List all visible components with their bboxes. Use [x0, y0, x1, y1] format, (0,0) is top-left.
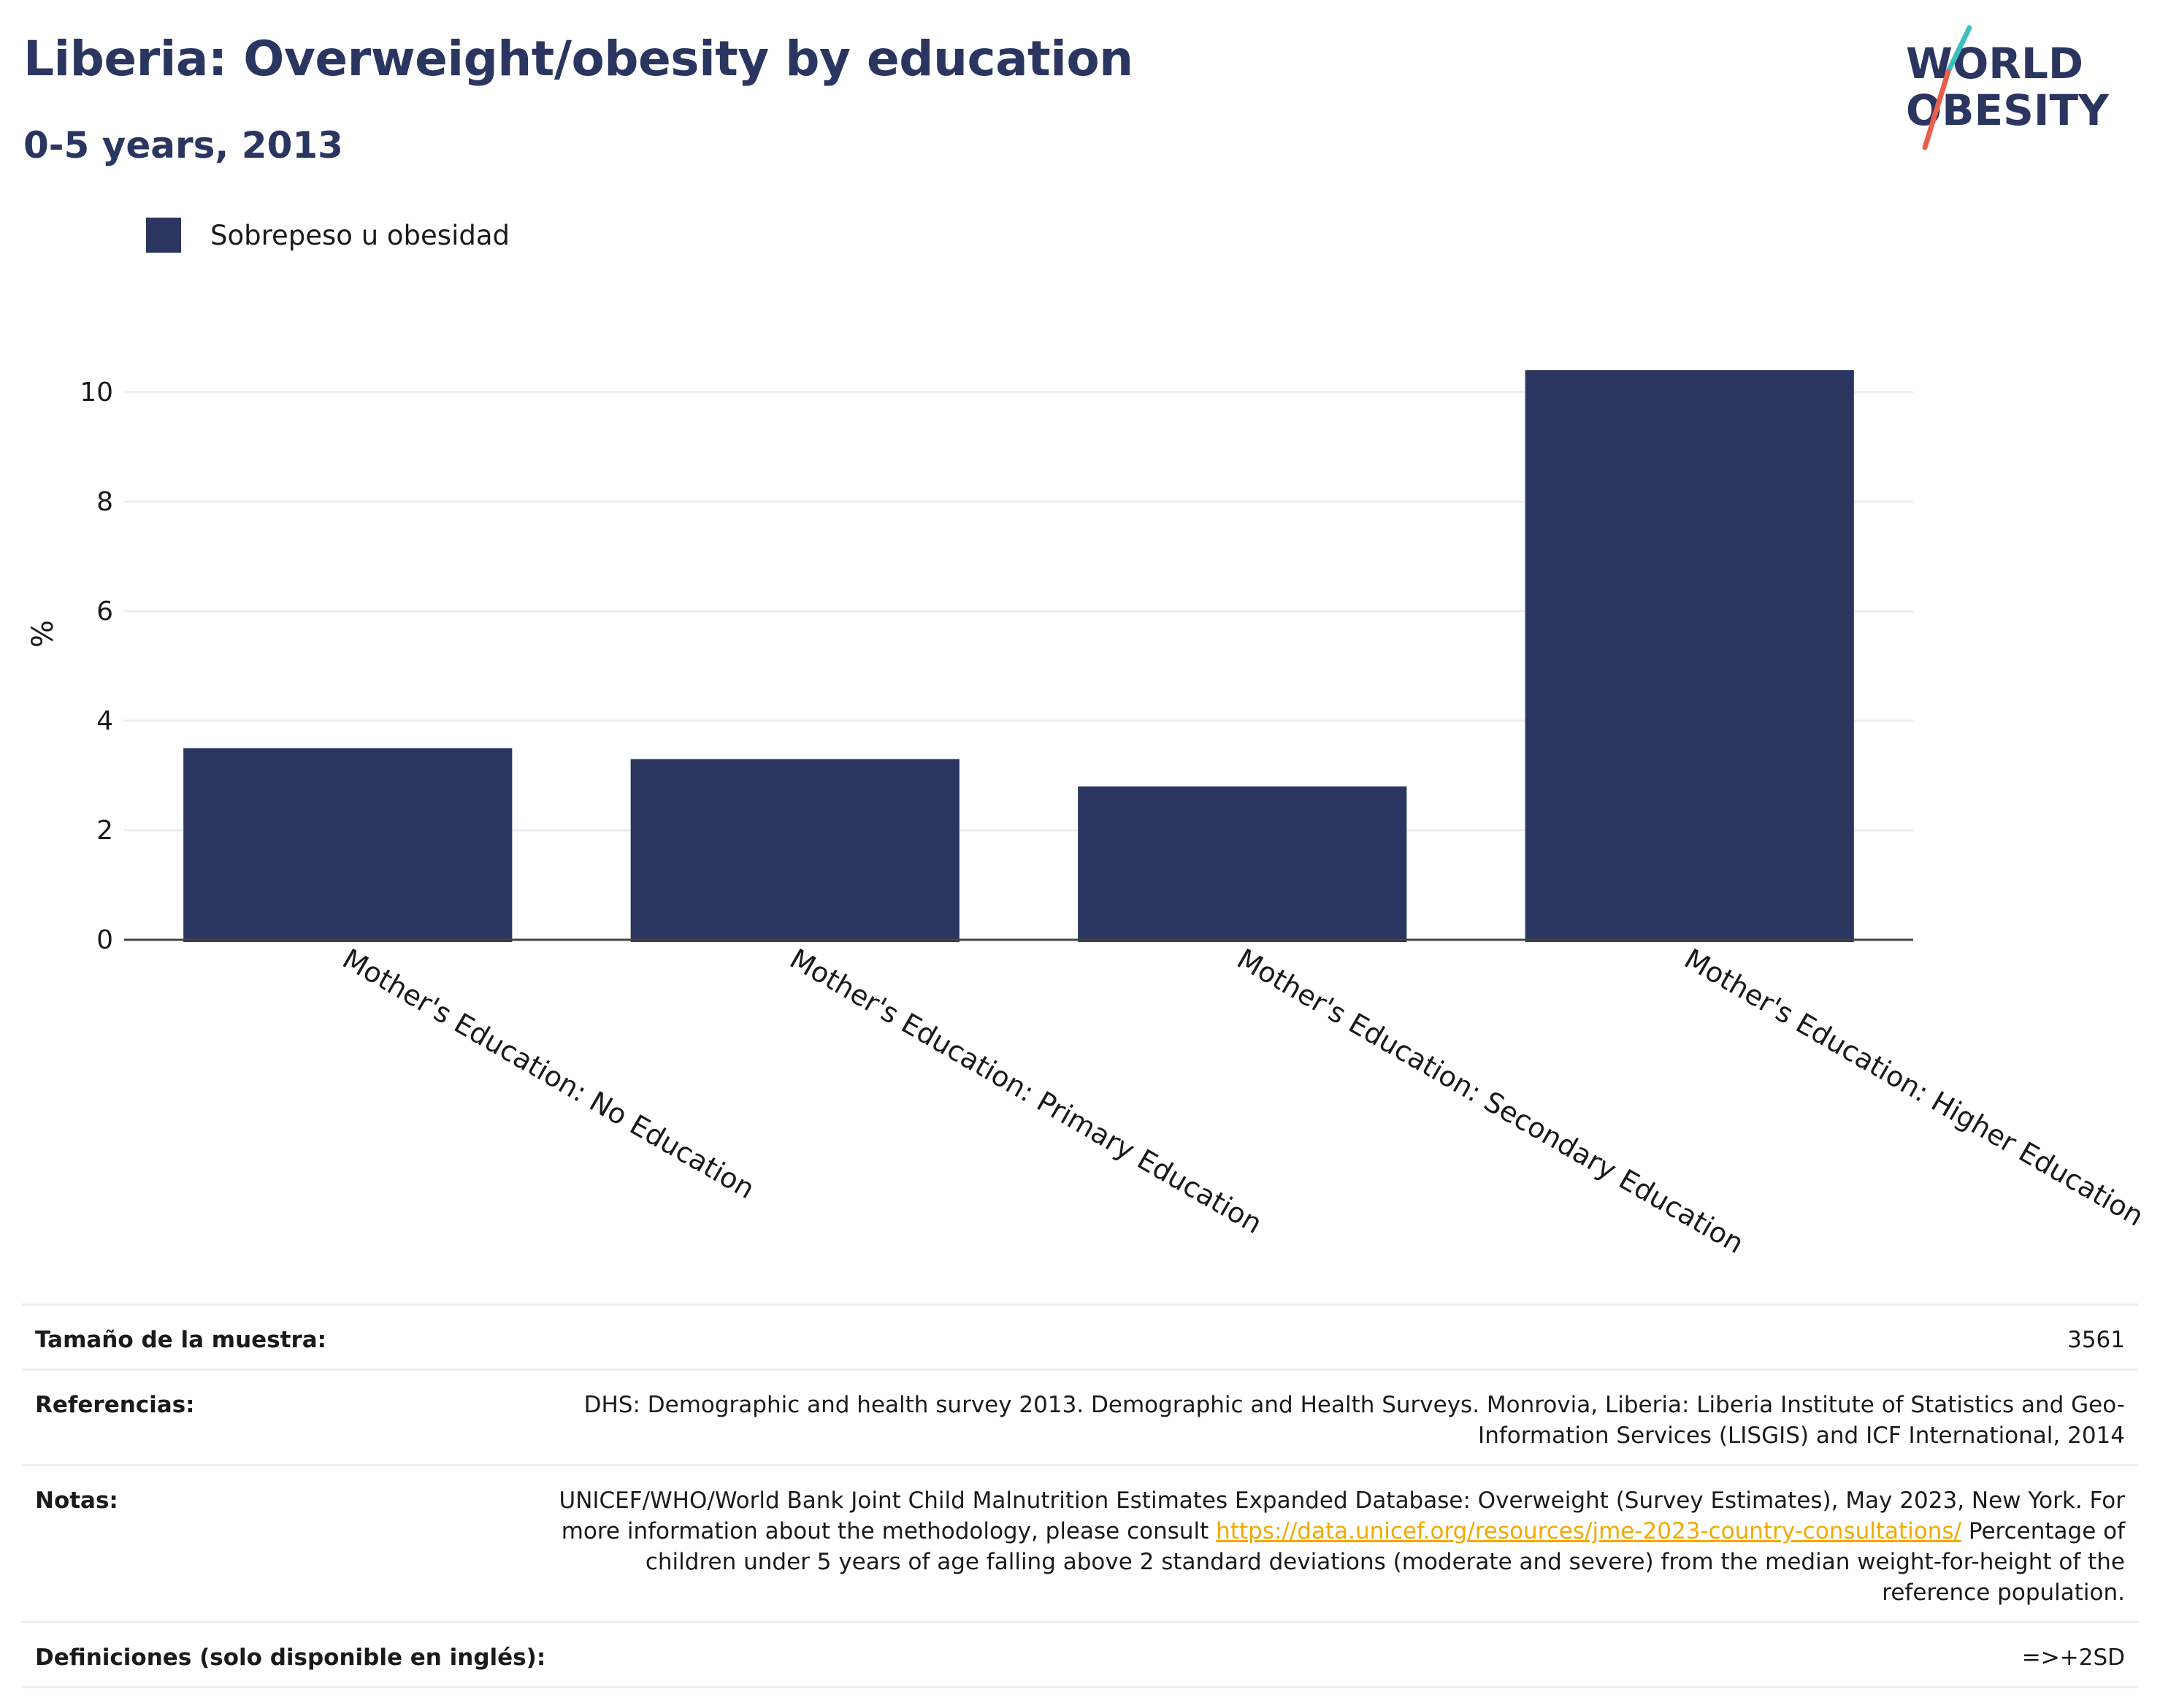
notes-link[interactable]: https://data.unicef.org/resources/jme-20… [1216, 1518, 1962, 1544]
bar[interactable] [630, 759, 960, 943]
bar[interactable] [183, 748, 513, 943]
x-tick-label: Mother's Education: Primary Education [784, 943, 1268, 1240]
bar-chart: 0 2 4 6 8 10 Mother's Education: No Education… [26, 370, 2149, 1260]
references-value: DHS: Demographic and health survey 2013.… [583, 1392, 2125, 1449]
x-axis-labels: Mother's Education: No Education Mother's… [337, 943, 2149, 1260]
legend-swatch [146, 218, 181, 253]
info-row-references: Referencias: DHS: Demographic and health… [22, 1368, 2138, 1464]
legend-label: Sobrepeso u obesidad [210, 219, 510, 251]
definitions-label: Definiciones (solo disponible en inglés)… [35, 1644, 546, 1671]
logo-line-1: WORLD [1906, 39, 2084, 88]
y-tick-label: 8 [96, 487, 113, 517]
sample-size-label: Tamaño de la muestra: [35, 1327, 327, 1353]
y-axis-ticks: 0 2 4 6 8 10 [80, 378, 113, 955]
notes-value: UNICEF/WHO/World Bank Joint Child Malnut… [555, 1485, 2126, 1608]
y-tick-label: 4 [96, 706, 113, 736]
notes-text-after: Percentage of children under 5 years of … [645, 1518, 2125, 1606]
references-label: Referencias: [35, 1392, 195, 1418]
chart-subtitle: 0-5 years, 2013 [23, 124, 343, 166]
y-tick-label: 0 [96, 925, 113, 955]
info-row-definitions: Definiciones (solo disponible en inglés)… [22, 1621, 2138, 1688]
y-tick-label: 2 [96, 816, 113, 846]
world-obesity-logo: WORLD OBESITY [1899, 22, 2147, 153]
notes-text-before: UNICEF/WHO/World Bank Joint Child Malnut… [559, 1487, 2126, 1544]
x-tick-label: Mother's Education: No Education [337, 943, 760, 1206]
info-row-sample-size: Tamaño de la muestra: 3561 [22, 1303, 2138, 1368]
logo-slash-icon [1922, 25, 1972, 150]
bars [183, 370, 1854, 942]
y-tick-label: 6 [96, 597, 113, 627]
y-tick-label: 10 [80, 378, 113, 407]
sample-size-value: 3561 [2067, 1327, 2125, 1353]
info-row-notes: Notas: UNICEF/WHO/World Bank Joint Child… [22, 1464, 2138, 1621]
y-axis-title: % [26, 620, 60, 648]
x-tick-label: Mother's Education: Higher Education [1679, 943, 2149, 1233]
notes-label: Notas: [35, 1487, 118, 1514]
x-tick-label: Mother's Education: Secondary Education [1232, 943, 1750, 1260]
info-table: Tamaño de la muestra: 3561 Referencias: … [22, 1303, 2138, 1688]
bar[interactable] [1525, 370, 1854, 942]
chart-title: Liberia: Overweight/obesity by education [23, 31, 1133, 87]
definitions-value: =>+2SD [2021, 1644, 2125, 1671]
bar[interactable] [1078, 786, 1407, 942]
legend[interactable]: Sobrepeso u obesidad [146, 216, 510, 254]
